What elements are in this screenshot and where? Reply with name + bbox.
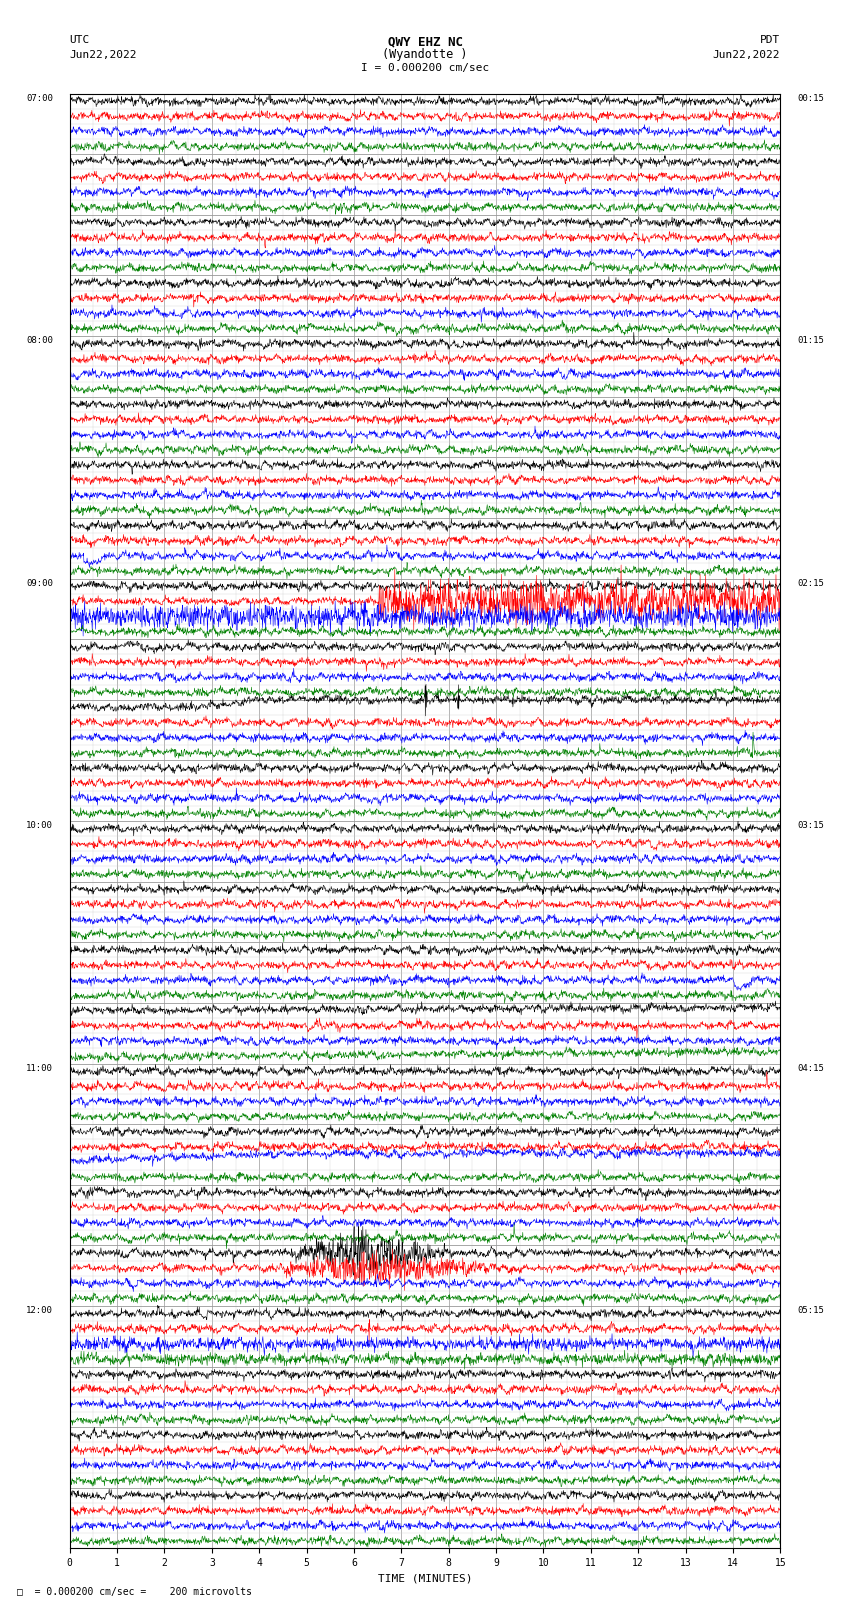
- Text: (Wyandotte ): (Wyandotte ): [382, 48, 468, 61]
- Text: 04:15: 04:15: [797, 1063, 824, 1073]
- Text: 11:00: 11:00: [26, 1063, 53, 1073]
- Text: 09:00: 09:00: [26, 579, 53, 587]
- Text: 05:15: 05:15: [797, 1307, 824, 1315]
- Text: 10:00: 10:00: [26, 821, 53, 831]
- Text: 00:15: 00:15: [797, 94, 824, 103]
- Text: □  = 0.000200 cm/sec =    200 microvolts: □ = 0.000200 cm/sec = 200 microvolts: [17, 1587, 252, 1597]
- Text: 02:15: 02:15: [797, 579, 824, 587]
- X-axis label: TIME (MINUTES): TIME (MINUTES): [377, 1574, 473, 1584]
- Text: 03:15: 03:15: [797, 821, 824, 831]
- Text: I = 0.000200 cm/sec: I = 0.000200 cm/sec: [361, 63, 489, 73]
- Text: Jun22,2022: Jun22,2022: [713, 50, 780, 60]
- Text: 01:15: 01:15: [797, 336, 824, 345]
- Text: Jun22,2022: Jun22,2022: [70, 50, 137, 60]
- Text: 08:00: 08:00: [26, 336, 53, 345]
- Text: UTC: UTC: [70, 35, 90, 45]
- Text: 12:00: 12:00: [26, 1307, 53, 1315]
- Text: QWY EHZ NC: QWY EHZ NC: [388, 35, 462, 48]
- Text: PDT: PDT: [760, 35, 780, 45]
- Text: 07:00: 07:00: [26, 94, 53, 103]
